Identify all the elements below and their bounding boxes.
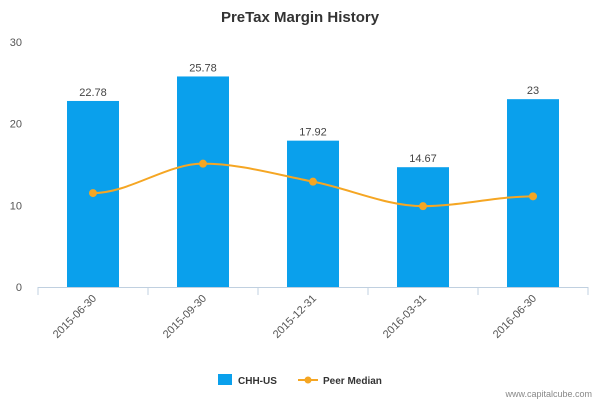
x-tick-label: 2016-06-30 bbox=[491, 293, 539, 341]
x-tick-label: 2015-06-30 bbox=[51, 293, 99, 341]
bar-data-label: 22.78 bbox=[79, 87, 107, 99]
bar bbox=[177, 76, 229, 287]
x-tick-label: 2015-12-31 bbox=[271, 293, 319, 341]
watermark: www.capitalcube.com bbox=[504, 389, 592, 399]
bar-data-label: 25.78 bbox=[189, 62, 217, 74]
y-tick-label: 30 bbox=[10, 37, 22, 49]
bar-data-label: 14.67 bbox=[409, 153, 437, 165]
peer-median-point bbox=[89, 189, 97, 198]
legend-swatch-peer-median-dot bbox=[304, 376, 312, 384]
bar-data-labels: 22.78 25.78 17.92 14.67 23 bbox=[79, 62, 539, 165]
x-axis: 2015-06-30 2015-09-30 2015-12-31 2016-03-31… bbox=[37, 287, 589, 341]
x-tick-label: 2016-03-31 bbox=[381, 293, 429, 341]
line-series-peer-median bbox=[89, 159, 537, 211]
peer-median-point bbox=[529, 192, 537, 201]
y-tick-label: 0 bbox=[16, 282, 22, 294]
legend-label-chh-us: CHH-US bbox=[238, 376, 277, 387]
y-tick-label: 20 bbox=[10, 119, 22, 131]
y-axis: 0 10 20 30 bbox=[10, 37, 22, 294]
chart-title: PreTax Margin History bbox=[221, 9, 380, 26]
legend-swatch-chh-us bbox=[218, 374, 232, 385]
peer-median-point bbox=[309, 177, 317, 186]
y-tick-label: 10 bbox=[10, 200, 22, 212]
x-tick-label: 2015-09-30 bbox=[161, 293, 209, 341]
bar-data-label: 23 bbox=[527, 85, 539, 97]
bar-data-label: 17.92 bbox=[299, 127, 327, 139]
peer-median-point bbox=[199, 159, 207, 168]
peer-median-point bbox=[419, 202, 427, 211]
bar bbox=[397, 167, 449, 287]
bar bbox=[287, 140, 339, 287]
legend-label-peer-median: Peer Median bbox=[323, 376, 382, 387]
legend: CHH-US Peer Median bbox=[218, 374, 382, 387]
